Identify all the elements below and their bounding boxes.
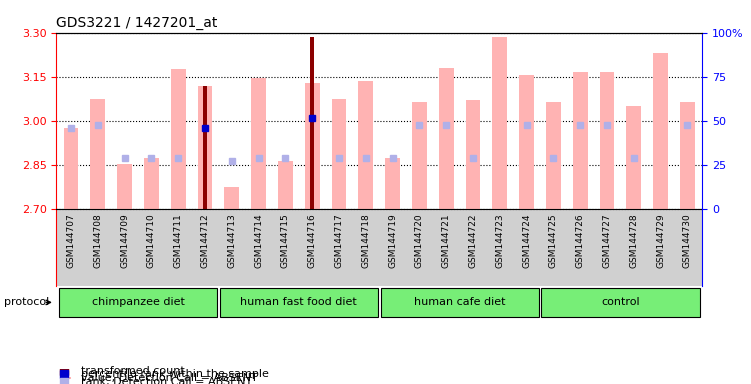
Bar <box>358 81 373 209</box>
Text: GSM144711: GSM144711 <box>173 213 182 268</box>
Text: GSM144714: GSM144714 <box>254 213 263 268</box>
Bar <box>225 187 240 209</box>
Text: GSM144717: GSM144717 <box>334 213 343 268</box>
Text: GSM144716: GSM144716 <box>308 213 317 268</box>
Bar <box>626 106 641 209</box>
Bar <box>439 68 454 209</box>
Bar <box>117 164 132 209</box>
Text: GSM144728: GSM144728 <box>629 213 638 268</box>
Text: human fast food diet: human fast food diet <box>240 297 357 308</box>
Text: control: control <box>601 297 640 308</box>
Text: GSM144708: GSM144708 <box>93 213 102 268</box>
Text: GSM144724: GSM144724 <box>522 213 531 268</box>
Text: GSM144725: GSM144725 <box>549 213 558 268</box>
Bar <box>600 72 614 209</box>
Bar <box>56 209 702 286</box>
Bar <box>64 128 78 209</box>
Bar <box>466 100 481 209</box>
Bar <box>252 78 266 209</box>
Text: GSM144720: GSM144720 <box>415 213 424 268</box>
Text: GSM144715: GSM144715 <box>281 213 290 268</box>
Bar <box>59 377 71 379</box>
Text: GSM144707: GSM144707 <box>67 213 76 268</box>
Bar <box>573 72 587 209</box>
Text: value, Detection Call = ABSENT: value, Detection Call = ABSENT <box>81 373 258 383</box>
Bar <box>412 102 427 209</box>
Bar <box>653 53 668 209</box>
Bar <box>90 99 105 209</box>
Bar <box>493 37 507 209</box>
Bar <box>519 75 534 209</box>
Bar <box>305 83 320 209</box>
Text: transformed count: transformed count <box>81 366 185 376</box>
Text: GSM144719: GSM144719 <box>388 213 397 268</box>
Bar <box>385 158 400 209</box>
Text: protocol: protocol <box>4 297 49 308</box>
Text: GSM144713: GSM144713 <box>228 213 237 268</box>
Text: GSM144727: GSM144727 <box>602 213 611 268</box>
Text: GDS3221 / 1427201_at: GDS3221 / 1427201_at <box>56 16 218 30</box>
Bar <box>198 86 213 209</box>
Bar <box>310 37 315 209</box>
Text: GSM144722: GSM144722 <box>469 213 478 268</box>
Text: chimpanzee diet: chimpanzee diet <box>92 297 185 308</box>
FancyBboxPatch shape <box>59 288 217 317</box>
Text: GSM144718: GSM144718 <box>361 213 370 268</box>
Bar <box>171 70 185 209</box>
Text: GSM144710: GSM144710 <box>147 213 156 268</box>
Bar <box>278 161 293 209</box>
Bar <box>144 158 158 209</box>
FancyBboxPatch shape <box>541 288 699 317</box>
Text: GSM144709: GSM144709 <box>120 213 129 268</box>
Text: GSM144726: GSM144726 <box>576 213 585 268</box>
Bar <box>203 86 207 209</box>
Text: percentile rank within the sample: percentile rank within the sample <box>81 369 269 379</box>
FancyBboxPatch shape <box>381 288 538 317</box>
Bar <box>680 102 695 209</box>
Text: GSM144723: GSM144723 <box>496 213 505 268</box>
Text: GSM144712: GSM144712 <box>201 213 210 268</box>
Text: GSM144721: GSM144721 <box>442 213 451 268</box>
Text: GSM144730: GSM144730 <box>683 213 692 268</box>
Text: rank, Detection Call = ABSENT: rank, Detection Call = ABSENT <box>81 377 252 384</box>
Text: human cafe diet: human cafe diet <box>414 297 505 308</box>
Bar <box>546 102 561 209</box>
Text: GSM144729: GSM144729 <box>656 213 665 268</box>
FancyBboxPatch shape <box>220 288 378 317</box>
Bar <box>332 99 346 209</box>
